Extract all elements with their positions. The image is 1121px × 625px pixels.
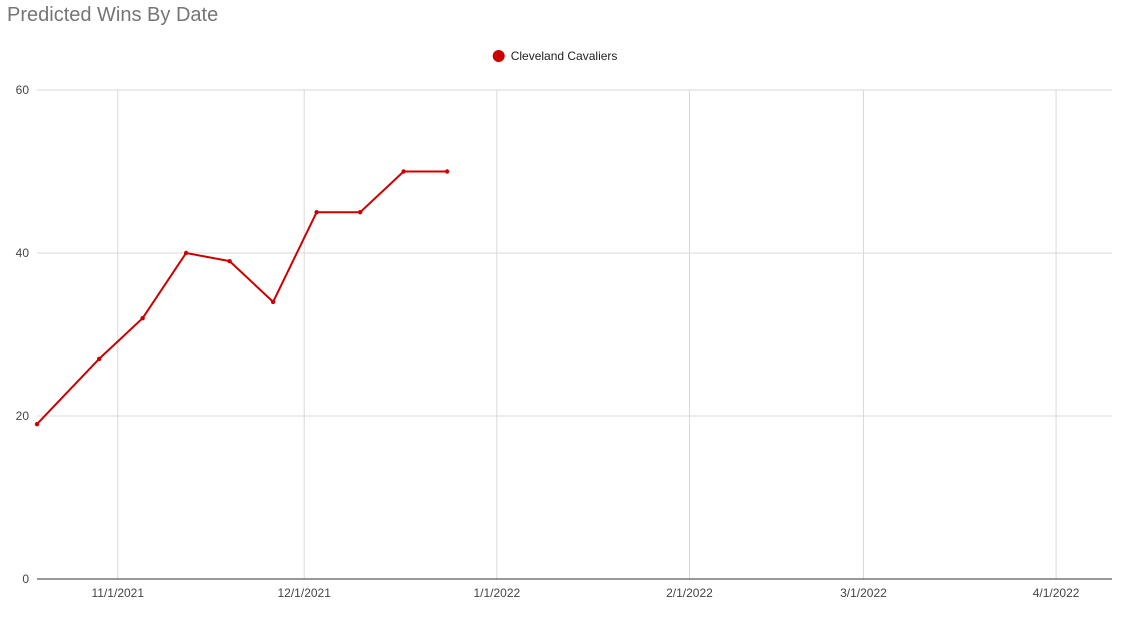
data-point[interactable] (357, 210, 363, 215)
x-tick-labels: 11/1/2021 12/1/2021 1/1/2022 2/1/2022 3/1/20… (92, 586, 1080, 600)
x-tick-label: 4/1/2022 (1033, 586, 1080, 600)
data-point[interactable] (34, 421, 40, 427)
data-point[interactable] (444, 169, 450, 174)
data-points (34, 169, 450, 427)
x-tick-label: 3/1/2022 (840, 586, 887, 600)
x-tick-label: 11/1/2021 (92, 586, 145, 600)
y-tick-label: 60 (16, 83, 30, 97)
y-tick-label: 40 (16, 246, 30, 260)
legend-marker-icon (492, 50, 505, 62)
data-point[interactable] (183, 250, 189, 256)
data-point[interactable] (227, 258, 232, 264)
data-point[interactable] (140, 316, 145, 321)
y-tick-label: 0 (22, 572, 29, 586)
data-point[interactable] (96, 356, 102, 362)
legend-item[interactable]: Cleveland Cavaliers (492, 49, 618, 63)
y-tick-label: 20 (16, 409, 30, 423)
series-lines (36, 170, 448, 425)
x-tick-label: 2/1/2022 (666, 586, 713, 600)
data-point[interactable] (314, 210, 319, 215)
grid-lines (37, 89, 1112, 579)
legend-label: Cleveland Cavaliers (511, 49, 618, 63)
data-point[interactable] (270, 299, 276, 305)
data-point[interactable] (401, 169, 406, 174)
legend[interactable]: Cleveland Cavaliers (492, 49, 618, 63)
chart-title: Predicted Wins By Date (7, 4, 219, 26)
x-tick-label: 12/1/2021 (278, 586, 332, 600)
series-line (36, 170, 448, 425)
y-tick-labels: 0 20 40 60 (16, 83, 30, 586)
x-tick-label: 1/1/2022 (473, 586, 520, 600)
